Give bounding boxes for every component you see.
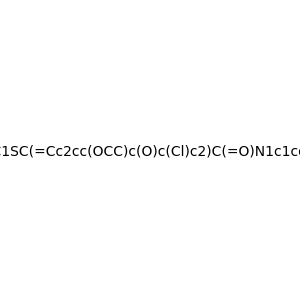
Text: O=C1SC(=Cc2cc(OCC)c(O)c(Cl)c2)C(=O)N1c1ccccc1: O=C1SC(=Cc2cc(OCC)c(O)c(Cl)c2)C(=O)N1c1c… <box>0 145 300 158</box>
